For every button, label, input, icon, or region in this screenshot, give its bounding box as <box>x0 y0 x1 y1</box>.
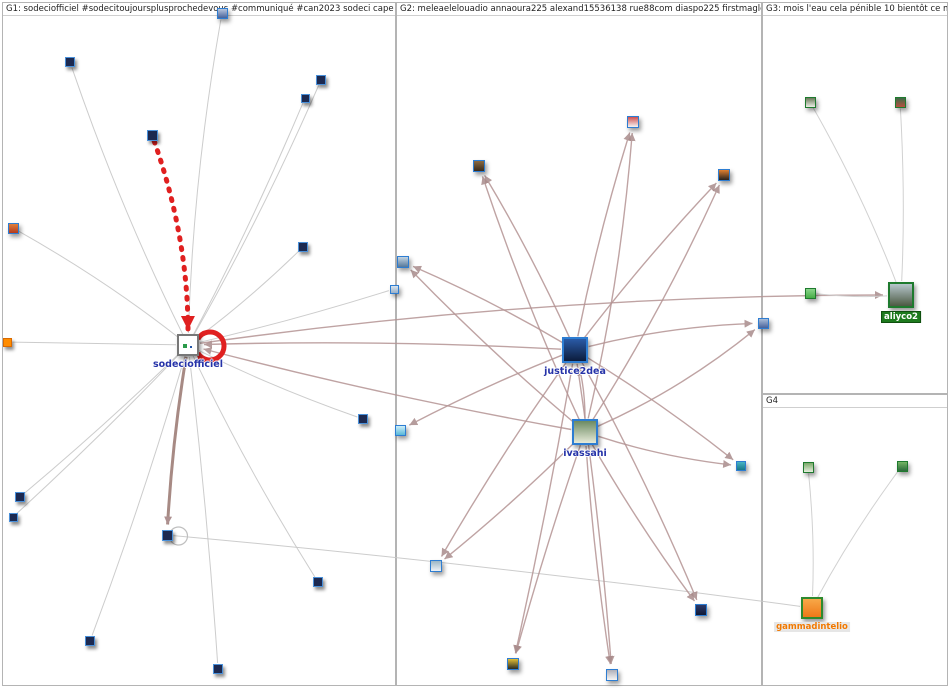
graph-node-aliyco2[interactable] <box>888 282 914 308</box>
graph-node-n04[interactable] <box>300 93 310 103</box>
graph-node-sodeciofficiel[interactable] <box>177 334 199 356</box>
graph-node-n03[interactable] <box>316 75 326 85</box>
group-label-g2: G2: meleaelelouadio annaoura225 alexand1… <box>397 3 761 16</box>
graph-node-n16[interactable] <box>85 636 95 646</box>
graph-node-n42[interactable] <box>804 287 816 299</box>
group-label-g1: G1: sodeciofficiel #sodecitoujourspluspr… <box>3 3 395 16</box>
sodeci-logo-icon <box>183 344 187 348</box>
graph-node-n13[interactable] <box>8 512 18 522</box>
group-box-g4: G4 <box>762 394 948 686</box>
group-box-g1: G1: sodeciofficiel #sodecitoujourspluspr… <box>2 2 396 686</box>
graph-node-n27[interactable] <box>606 669 618 681</box>
graph-node-n51[interactable] <box>896 460 908 472</box>
graph-node-n30[interactable] <box>757 317 769 329</box>
graph-node-n06[interactable] <box>7 222 19 234</box>
graph-node-n17[interactable] <box>213 664 223 674</box>
graph-node-n05[interactable] <box>146 129 158 141</box>
graph-node-n25[interactable] <box>430 560 442 572</box>
group-label-g3: G3: mois l'eau cela pénible 10 bientôt c… <box>763 3 947 16</box>
graph-node-ivassahi[interactable] <box>572 419 598 445</box>
graph-node-n02[interactable] <box>65 57 75 67</box>
graph-node-n20[interactable] <box>473 160 485 172</box>
graph-node-n24[interactable] <box>394 424 406 436</box>
graph-node-n21[interactable] <box>627 116 639 128</box>
graph-node-justice2dea[interactable] <box>562 337 588 363</box>
graph-node-gammadintelio[interactable] <box>801 597 823 619</box>
graph-node-n15[interactable] <box>313 577 323 587</box>
graph-node-n14[interactable] <box>161 529 173 541</box>
graph-node-n12[interactable] <box>15 492 25 502</box>
group-label-g4: G4 <box>763 395 947 408</box>
graph-node-n23[interactable] <box>397 256 409 268</box>
graph-node-n09[interactable] <box>2 337 12 347</box>
graph-node-n40[interactable] <box>804 96 816 108</box>
graph-node-n26[interactable] <box>507 658 519 670</box>
graph-node-n28[interactable] <box>695 604 707 616</box>
graph-node-n41[interactable] <box>894 96 906 108</box>
graph-node-n07[interactable] <box>298 242 308 252</box>
graph-node-n29[interactable] <box>736 461 746 471</box>
graph-node-n01[interactable] <box>216 7 228 19</box>
graph-node-n08[interactable] <box>389 284 399 294</box>
graph-node-n22[interactable] <box>718 169 730 181</box>
group-box-g3: G3: mois l'eau cela pénible 10 bientôt c… <box>762 2 948 394</box>
graph-node-n11[interactable] <box>358 414 368 424</box>
graph-node-n50[interactable] <box>802 461 814 473</box>
